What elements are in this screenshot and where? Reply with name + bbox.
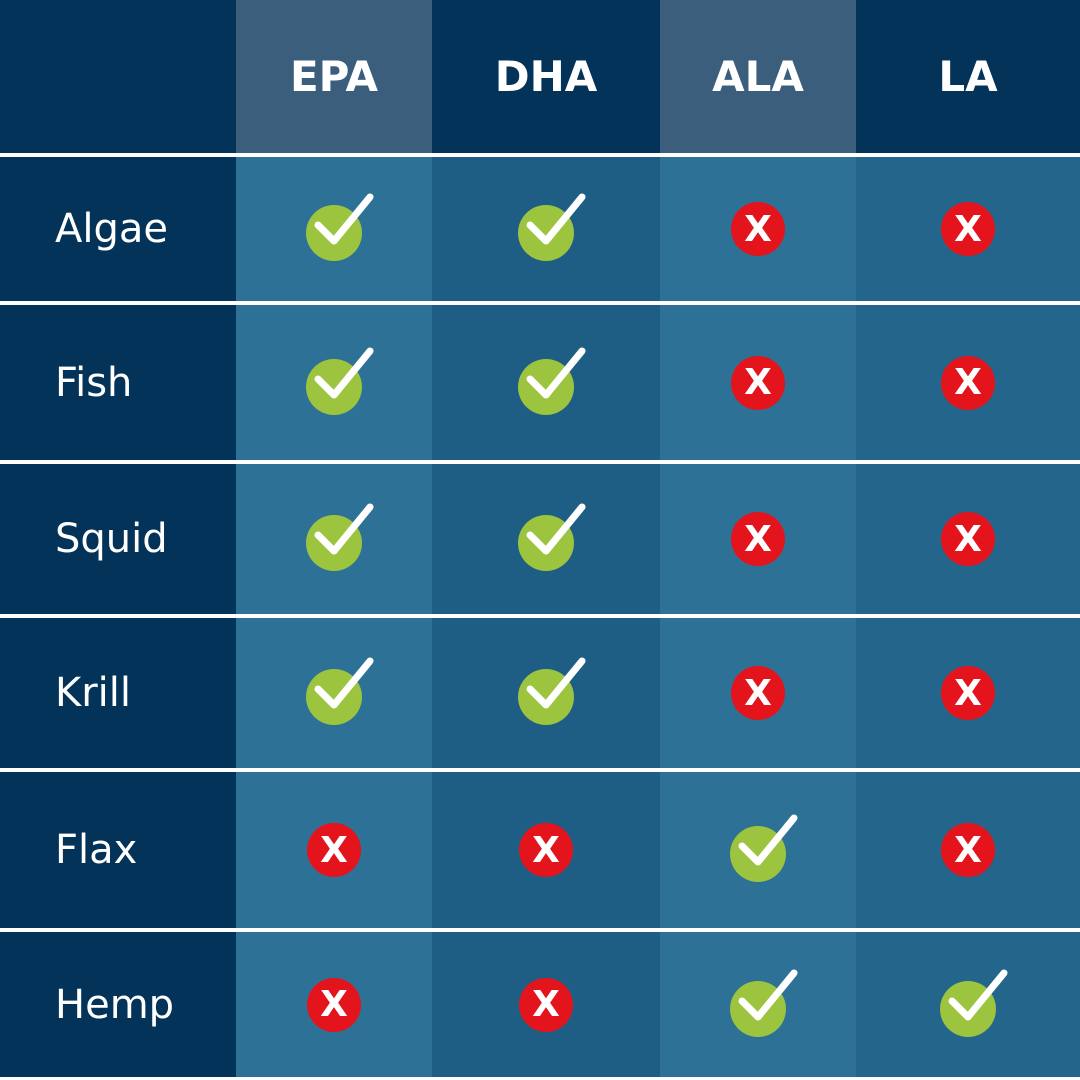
x-circle-icon: X: [519, 977, 573, 1032]
check-circle-icon: [306, 193, 374, 261]
x-circle-icon: X: [941, 512, 995, 566]
table-cell: X: [660, 618, 856, 768]
check-circle-icon: [306, 657, 374, 725]
table-cell: X: [432, 772, 660, 928]
table-cell: [236, 305, 432, 460]
column-header-ala: ALA: [660, 0, 856, 153]
x-circle-icon: X: [941, 666, 995, 720]
x-circle-icon: X: [731, 202, 785, 256]
table-cell: [432, 305, 660, 460]
check-circle-icon: [306, 347, 374, 415]
table-cell: X: [856, 618, 1080, 768]
x-circle-icon: X: [941, 823, 995, 877]
table-cell: X: [856, 464, 1080, 614]
table-cell: [432, 618, 660, 768]
check-circle-icon: [518, 503, 586, 571]
table-cell: [236, 464, 432, 614]
check-circle-icon: [518, 657, 586, 725]
check-circle-icon: [518, 347, 586, 415]
x-circle-icon: X: [731, 512, 785, 566]
table-cell: X: [856, 305, 1080, 460]
table-cell: X: [236, 772, 432, 928]
column-header-dha: DHA: [432, 0, 660, 153]
table-cell: [856, 932, 1080, 1077]
check-circle-icon: [306, 503, 374, 571]
column-header-epa: EPA: [236, 0, 432, 153]
x-circle-icon: X: [307, 823, 361, 877]
x-circle-icon: X: [731, 355, 785, 410]
table-cell: [432, 464, 660, 614]
check-circle-icon: [730, 969, 798, 1037]
row-label: Flax: [0, 772, 236, 928]
row-label: Fish: [0, 305, 236, 460]
header-corner: [0, 0, 236, 153]
table-cell: X: [856, 772, 1080, 928]
table-cell: [432, 157, 660, 301]
x-circle-icon: X: [307, 977, 361, 1032]
table-cell: [660, 772, 856, 928]
table-cell: X: [236, 932, 432, 1077]
row-label: Krill: [0, 618, 236, 768]
row-label: Algae: [0, 157, 236, 301]
table-cell: X: [660, 305, 856, 460]
check-circle-icon: [730, 814, 798, 882]
table-cell: X: [660, 157, 856, 301]
column-header-la: LA: [856, 0, 1080, 153]
check-circle-icon: [940, 969, 1008, 1037]
table-cell: X: [856, 157, 1080, 301]
x-circle-icon: X: [519, 823, 573, 877]
x-circle-icon: X: [731, 666, 785, 720]
table-cell: [236, 157, 432, 301]
table-cell: X: [432, 932, 660, 1077]
table-cell: [660, 932, 856, 1077]
row-label: Squid: [0, 464, 236, 614]
check-circle-icon: [518, 193, 586, 261]
table-cell: [236, 618, 432, 768]
table-cell: X: [660, 464, 856, 614]
row-label: Hemp: [0, 932, 236, 1077]
x-circle-icon: X: [941, 202, 995, 256]
x-circle-icon: X: [941, 355, 995, 410]
